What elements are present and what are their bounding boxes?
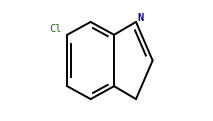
Text: Cl: Cl — [49, 24, 62, 34]
Text: N: N — [138, 13, 144, 23]
